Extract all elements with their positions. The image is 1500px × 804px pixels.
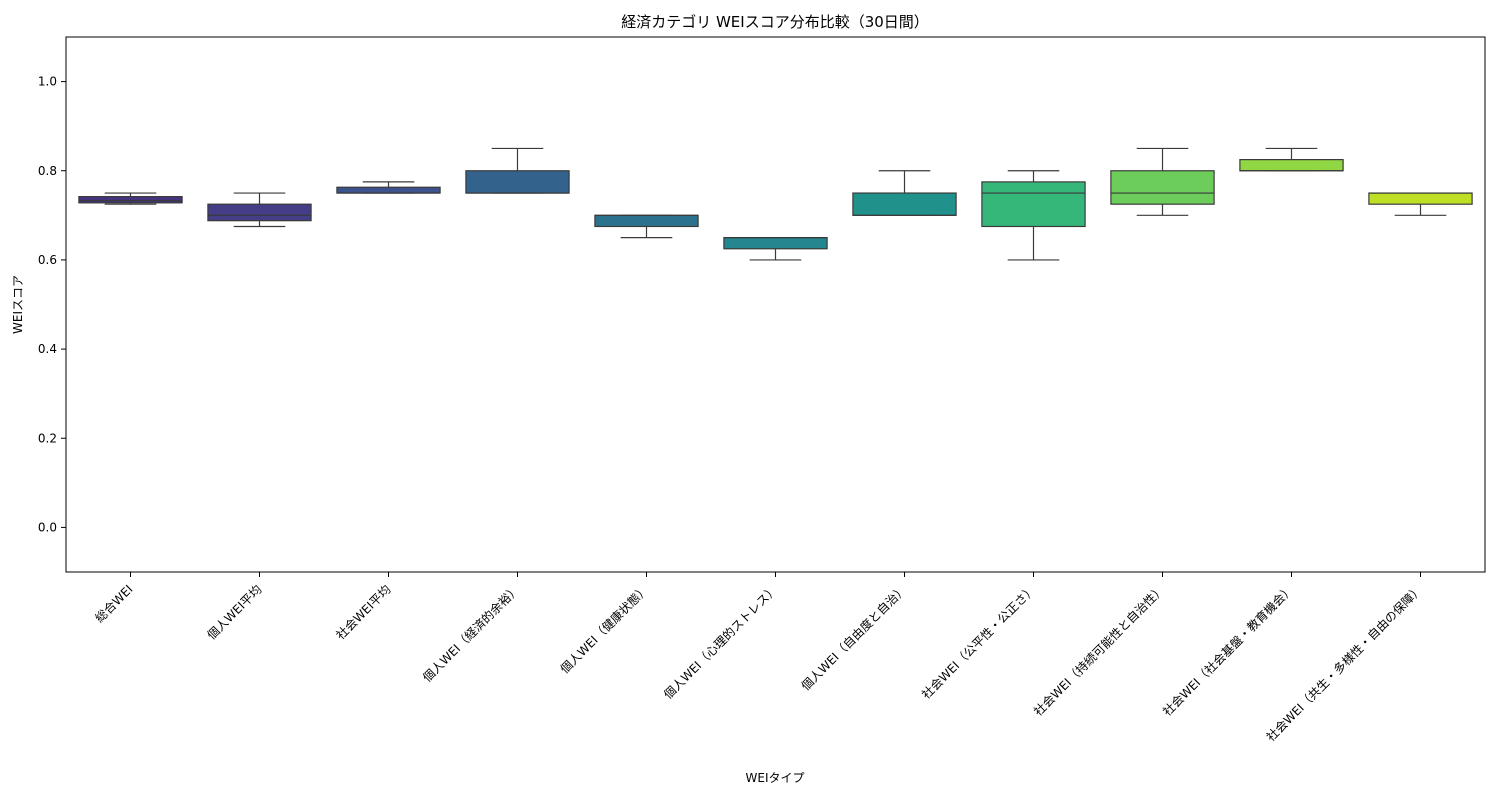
chart-title: 経済カテゴリ WEIスコア分布比較（30日間） [621,13,929,31]
box-1 [78,196,183,204]
box-3 [336,186,441,194]
box-5 [594,214,699,228]
x-tick-label: 個人WEI（健康状態） [557,582,652,677]
x-tick-label: 社会WEI（社会基盤・教育機会） [1159,582,1296,719]
box-7 [852,192,957,216]
y-axis-label: WEIスコア [11,275,25,334]
y-tick-label: 0.2 [38,431,57,445]
box-10 [1239,159,1344,172]
box-11 [1368,192,1473,205]
box-6 [723,237,828,250]
y-tick-label: 0.8 [38,164,57,178]
x-tick-label: 社会WEI平均 [333,582,394,643]
x-tick-label: 社会WEI（持続可能性と自治性） [1030,582,1167,719]
y-tick-label: 1.0 [38,75,57,89]
box-8 [981,181,1086,228]
x-tick-label: 個人WEI平均 [205,582,265,642]
x-tick-label: 個人WEI（心理的ストレス） [660,582,780,702]
x-tick-label: 総合WEI [92,582,136,626]
x-tick-label: 個人WEI（経済的余裕） [419,582,522,685]
box-4 [465,170,570,194]
y-tick-label: 0.4 [38,342,57,356]
y-tick-label: 0.6 [38,253,57,267]
box-9 [1110,170,1215,205]
x-tick-label: 個人WEI（自由度と自治） [798,582,910,694]
plot-frame [65,36,1486,573]
x-tick-label: 社会WEI（公平性・公正さ） [918,582,1038,702]
y-tick-label: 0.0 [38,520,57,534]
x-tick-label: 社会WEI（共生・多様性・自由の保障） [1263,582,1426,745]
x-axis-label: WEIタイプ [746,771,805,785]
box-2 [207,203,312,222]
